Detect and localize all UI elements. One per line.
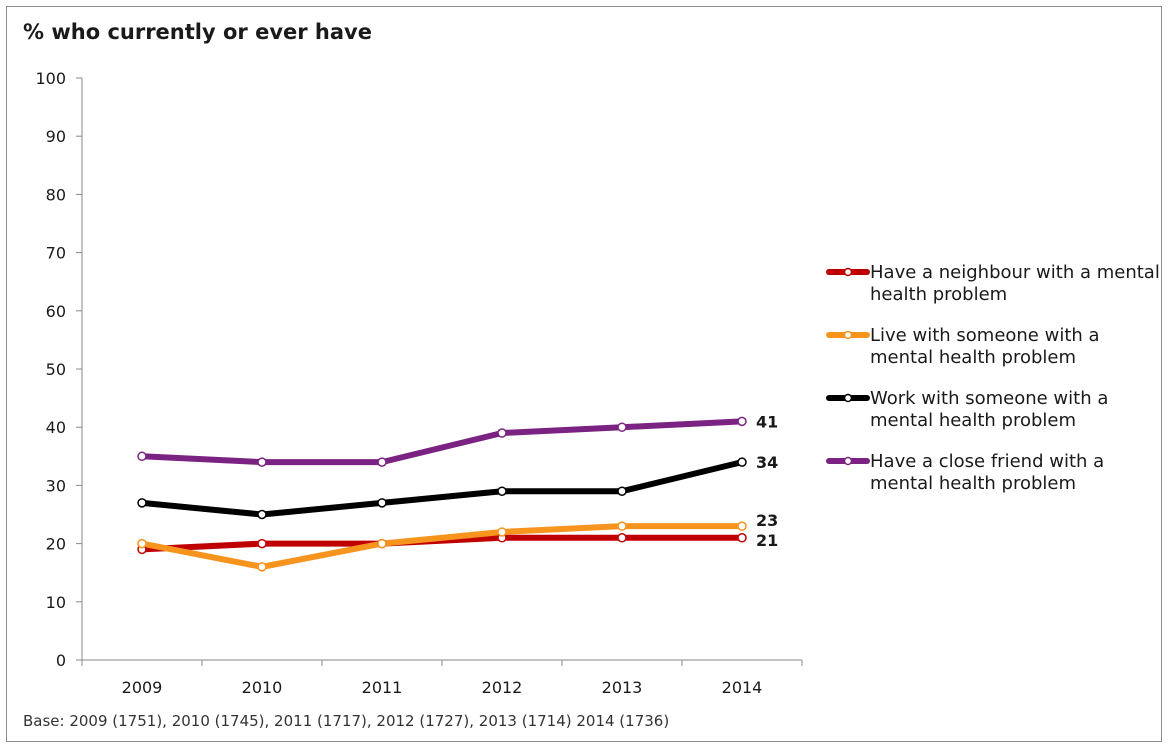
series-line (139, 523, 745, 570)
data-point (497, 527, 507, 537)
end-value-label: 23 (756, 511, 778, 530)
legend-swatch (826, 456, 870, 466)
x-tick-label: 2014 (722, 678, 763, 697)
chart-legend: Have a neighbour with a mental health pr… (826, 262, 1160, 514)
y-tick-label: 60 (46, 302, 66, 321)
y-tick-label: 30 (46, 476, 66, 495)
legend-label: Have a close friend with a mental health… (870, 451, 1105, 494)
data-point (737, 457, 747, 467)
data-point (257, 457, 267, 467)
data-point (137, 451, 147, 462)
data-point (497, 428, 507, 438)
legend-item: Have a close friend with a mental health… (826, 451, 1156, 514)
data-point (497, 486, 507, 496)
data-point (617, 533, 627, 543)
data-point (257, 538, 267, 549)
data-point (737, 533, 747, 543)
data-point (377, 498, 387, 508)
data-point (257, 562, 267, 572)
data-point (617, 486, 627, 496)
legend-item: Work with someone with a mental health p… (826, 388, 1156, 451)
y-tick-label: 10 (46, 593, 66, 612)
data-point (377, 538, 387, 549)
legend-swatch (826, 393, 870, 403)
chart-frame (6, 6, 1162, 742)
y-tick-label: 20 (46, 535, 66, 554)
x-tick-label: 2010 (242, 678, 283, 697)
legend-label: Live with someone with a mental health p… (870, 325, 1100, 368)
legend-swatch (826, 330, 870, 340)
legend-label: Have a neighbour with a mental health pr… (870, 262, 1160, 305)
y-tick-label: 50 (46, 360, 66, 379)
y-tick-label: 100 (35, 69, 66, 88)
x-tick-label: 2009 (122, 678, 163, 697)
legend-item: Live with someone with a mental health p… (826, 325, 1156, 388)
y-tick-label: 0 (56, 651, 66, 670)
data-point (737, 416, 747, 427)
legend-item: Have a neighbour with a mental health pr… (826, 262, 1160, 325)
end-value-label: 34 (756, 453, 778, 472)
base-footnote: Base: 2009 (1751), 2010 (1745), 2011 (17… (23, 712, 670, 730)
x-tick-label: 2011 (362, 678, 403, 697)
y-tick-label: 80 (46, 185, 66, 204)
end-value-label: 41 (756, 412, 778, 431)
data-point (137, 538, 147, 549)
data-point (137, 498, 147, 508)
x-tick-label: 2013 (602, 678, 643, 697)
data-point (257, 509, 267, 520)
series-line (139, 459, 745, 518)
x-tick-label: 2012 (482, 678, 523, 697)
data-point (617, 521, 627, 531)
data-point (377, 457, 387, 467)
legend-label: Work with someone with a mental health p… (870, 388, 1109, 431)
y-tick-label: 40 (46, 418, 66, 437)
end-value-label: 21 (756, 531, 778, 550)
legend-swatch (826, 267, 870, 277)
chart-title: % who currently or ever have (23, 20, 372, 44)
data-point (737, 521, 747, 531)
data-point (617, 422, 627, 432)
y-tick-label: 90 (46, 127, 66, 146)
series-line (139, 418, 745, 466)
y-tick-label: 70 (46, 244, 66, 263)
